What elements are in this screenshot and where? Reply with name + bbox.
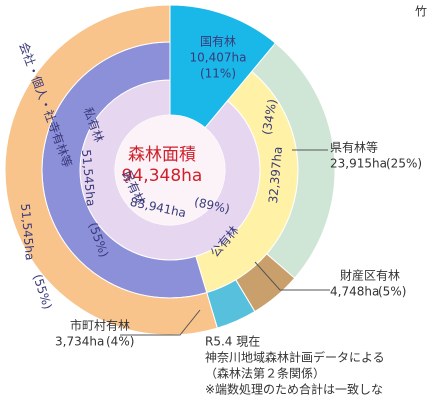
callout-line xyxy=(254,261,330,291)
note: R5.4 現在 xyxy=(205,335,260,349)
segment-label: (5%) xyxy=(378,285,406,299)
note: ※端数処理のため合計は一致しな xyxy=(205,382,383,397)
segment-label: (4%) xyxy=(106,335,134,349)
segment-name: 県有林等 xyxy=(330,141,378,155)
segment-label: 23,915ha xyxy=(330,157,387,171)
callout-line xyxy=(120,309,201,336)
center-title: 森林面積 xyxy=(128,145,196,165)
segment-label: (34%) xyxy=(259,98,279,136)
segment-label: 51,545ha xyxy=(18,203,37,261)
note: （森林法第２条関係） xyxy=(205,366,325,381)
segment-label: (11%) xyxy=(200,67,236,81)
segment-name: 市町村有林 xyxy=(70,318,130,333)
corner-text: 竹 xyxy=(415,5,427,19)
segment-label: (25%) xyxy=(386,157,422,171)
segment xyxy=(4,4,218,336)
segment-label: 10,407ha xyxy=(190,51,247,65)
center-disc xyxy=(115,115,225,225)
segment-label: 3,734ha xyxy=(55,335,104,349)
segment-label: 4,748ha xyxy=(330,285,379,299)
center-value: 94,348ha xyxy=(122,166,203,186)
segment-label: 51,545ha xyxy=(79,149,98,207)
segment-name: 財産区有林 xyxy=(340,268,400,283)
note: 神奈川地域森林計画データによる xyxy=(205,350,385,365)
segment-label: 32,397ha xyxy=(266,146,285,204)
segment-name: 国有林 xyxy=(200,35,236,49)
